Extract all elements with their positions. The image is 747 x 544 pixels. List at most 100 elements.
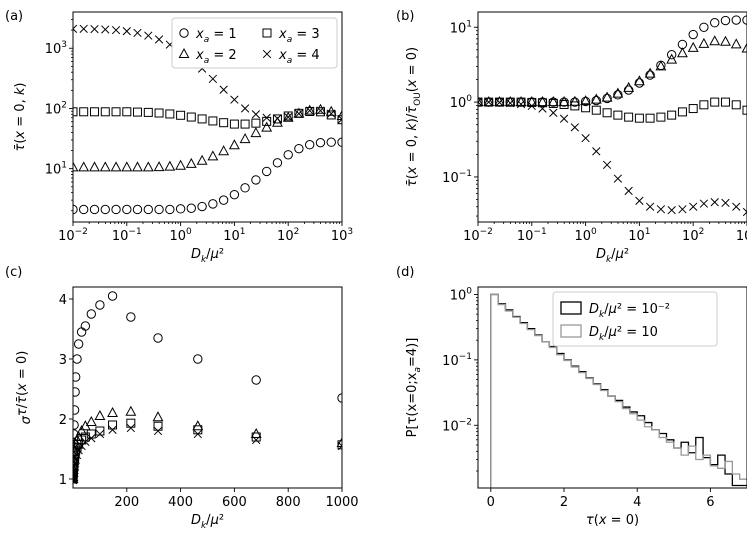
data-point xyxy=(108,425,117,434)
plot-frame xyxy=(72,286,343,489)
data-point xyxy=(644,67,656,78)
panel-label: (d) xyxy=(396,265,414,280)
data-point xyxy=(741,42,747,53)
legend: xa​ = 1 xa​ = 3 xa​ = 2 xa​ = 4 xyxy=(171,17,338,69)
y-tick-label: 3 xyxy=(59,353,67,368)
data-point xyxy=(153,161,165,172)
data-point xyxy=(165,204,175,215)
y-axis-label: P[τ(x=0;xa​=4)] xyxy=(405,338,423,438)
y-tick-label: 10−1 xyxy=(442,352,472,369)
data-point xyxy=(602,160,612,170)
data-point xyxy=(79,107,89,117)
data-point xyxy=(677,107,687,117)
data-point xyxy=(688,104,698,114)
data-point xyxy=(516,97,526,107)
data-point xyxy=(186,112,196,122)
panel-label: (c) xyxy=(5,265,22,280)
data-point xyxy=(126,423,135,433)
y-tick-label: 100 xyxy=(450,286,473,303)
data-point xyxy=(742,105,747,115)
data-point xyxy=(132,161,143,172)
data-point xyxy=(261,121,273,132)
data-point xyxy=(478,96,484,107)
data-point xyxy=(133,28,142,38)
data-point xyxy=(666,53,678,64)
data-point xyxy=(633,75,645,86)
data-point xyxy=(548,98,558,108)
data-point xyxy=(305,106,314,115)
data-point xyxy=(208,116,218,126)
data-point xyxy=(569,95,581,106)
data-point xyxy=(505,97,515,107)
data-point xyxy=(261,166,272,177)
data-point xyxy=(624,112,634,122)
data-point xyxy=(230,95,239,104)
data-point xyxy=(305,139,315,150)
data-point xyxy=(613,174,623,183)
series-1 xyxy=(478,15,747,107)
series-2 xyxy=(73,103,342,172)
legend-marker xyxy=(262,49,272,59)
data-point xyxy=(111,107,121,117)
data-point xyxy=(142,161,154,172)
x-tick-label: 101 xyxy=(223,227,245,244)
data-point xyxy=(73,420,79,430)
data-point xyxy=(193,429,202,439)
data-point xyxy=(688,29,698,40)
data-point xyxy=(537,98,547,108)
data-point xyxy=(484,97,494,107)
data-point xyxy=(73,405,80,415)
data-point xyxy=(710,97,720,107)
legend-label: xa​ = 2 xyxy=(195,48,237,66)
data-point xyxy=(315,137,326,148)
legend: Dk​/μ² = 10⁻² Dk​/μ² = 10 xyxy=(552,291,718,347)
legend-marker xyxy=(262,28,272,38)
legend-label: xa​ = 4 xyxy=(278,48,320,66)
data-point xyxy=(592,147,601,156)
data-point xyxy=(73,354,82,364)
data-point xyxy=(305,106,315,116)
x-tick-label: 400 xyxy=(168,495,193,510)
data-point xyxy=(126,312,136,322)
data-point xyxy=(709,35,721,46)
panel-label: (b) xyxy=(396,9,414,24)
x-tick-label: 100 xyxy=(169,227,192,244)
data-point xyxy=(687,41,699,52)
data-point xyxy=(634,113,644,123)
data-point xyxy=(262,113,271,122)
data-point xyxy=(78,161,90,172)
series-2 xyxy=(478,35,747,107)
data-point xyxy=(495,97,505,107)
data-point xyxy=(710,198,719,207)
data-point xyxy=(720,35,731,46)
data-point xyxy=(81,437,90,446)
x-axis-label: τ(x = 0) xyxy=(586,513,639,528)
data-point xyxy=(710,18,720,28)
legend-label: xa​ = 1 xyxy=(195,27,237,45)
y-tick-label: 4 xyxy=(59,293,67,308)
plot-frame xyxy=(477,286,747,489)
data-point xyxy=(612,87,624,98)
y-axis-label: σ​τ/τ̄(x = 0) xyxy=(15,351,34,425)
data-point xyxy=(251,375,261,385)
data-point xyxy=(731,15,741,25)
panel-b: 10−2 10−1 100 101 102 103 10−1 100 101 Dk​/μ² τ̄(x… xyxy=(396,9,747,265)
data-point xyxy=(132,204,143,215)
data-point xyxy=(175,204,186,214)
data-point xyxy=(721,198,730,208)
legend-swatch xyxy=(560,324,582,338)
data-point xyxy=(484,97,493,107)
data-point xyxy=(667,110,677,120)
data-point xyxy=(656,112,666,122)
y-tick-label: 101 xyxy=(45,161,67,178)
data-point xyxy=(478,97,483,107)
data-point xyxy=(73,459,80,468)
data-point xyxy=(144,31,153,40)
data-point xyxy=(89,161,100,172)
data-point xyxy=(252,435,261,445)
data-point xyxy=(74,446,83,455)
data-point xyxy=(239,133,251,144)
data-point xyxy=(196,154,208,165)
data-point xyxy=(111,204,121,215)
data-point xyxy=(613,90,623,100)
